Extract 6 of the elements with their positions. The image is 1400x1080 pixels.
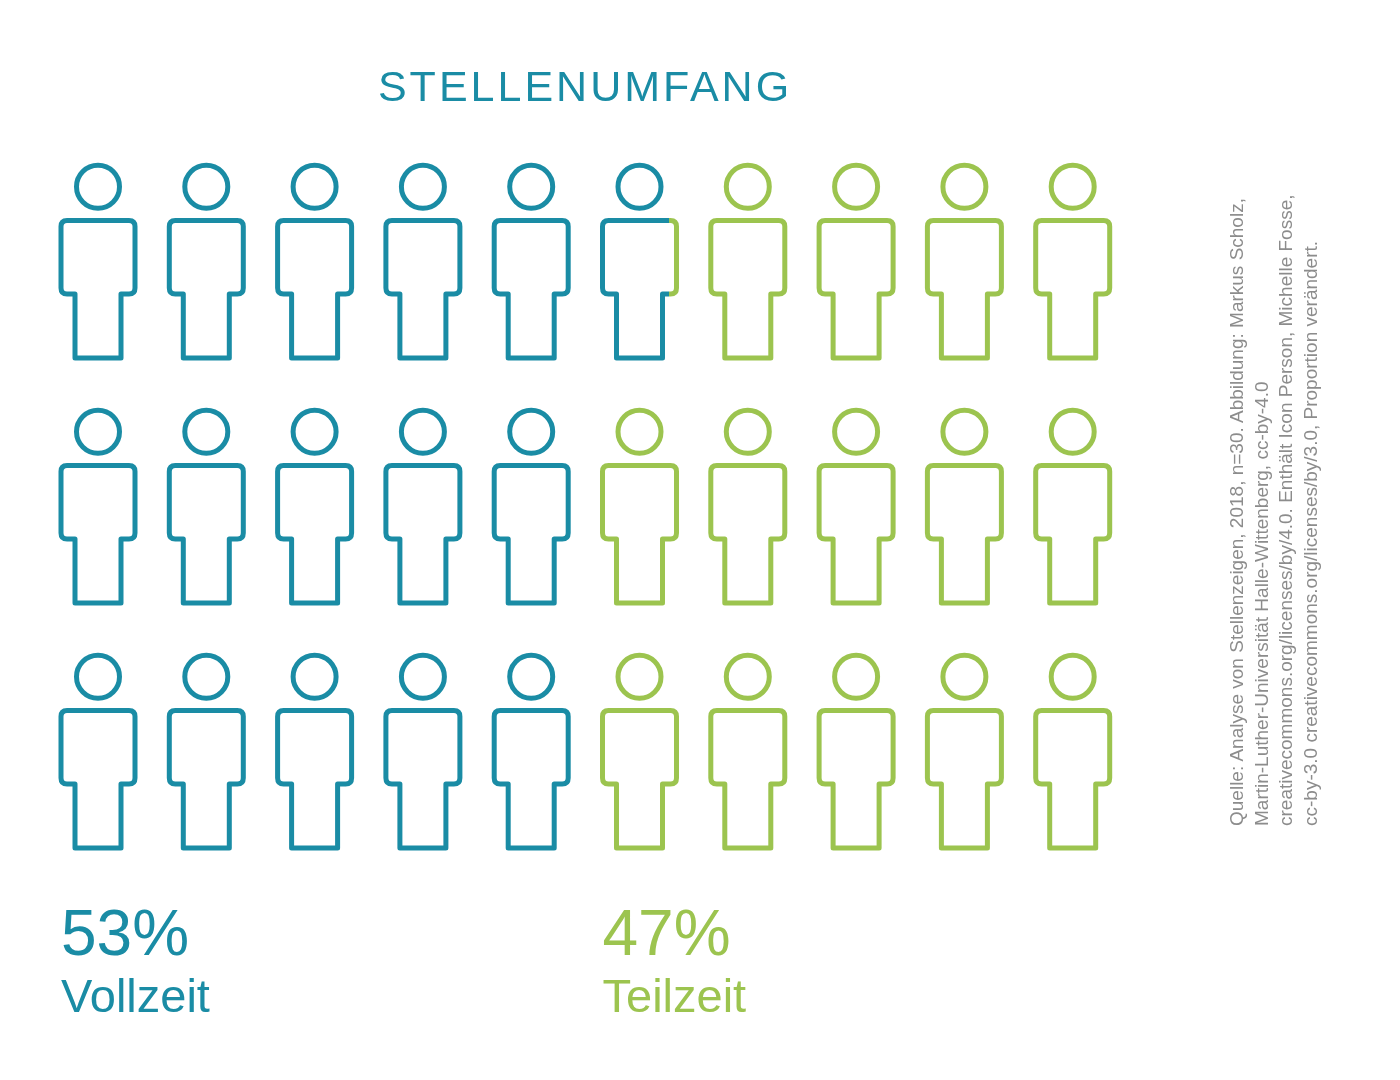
category-label: Vollzeit <box>61 969 210 1022</box>
source-note: Quelle: Analyse von Stellenzeigen, 2018, n=30. Abbildung: Markus Scholz, Martin-Luther-Universität Halle-Wittenberg, cc-by-4.0 creativecommons.org/licenses/by/4.0. Enthält Icon Person, Michelle Fosse, cc-by-3.0 creativecommons.org/licenses/by/3.0, Proportion verändert. <box>1226 194 1321 826</box>
text: STELLENUMFANG <box>377 62 793 110</box>
data-label: 53% <box>61 897 190 969</box>
category-label: Teilzeit <box>602 969 747 1022</box>
data-label: 47% <box>602 897 731 969</box>
